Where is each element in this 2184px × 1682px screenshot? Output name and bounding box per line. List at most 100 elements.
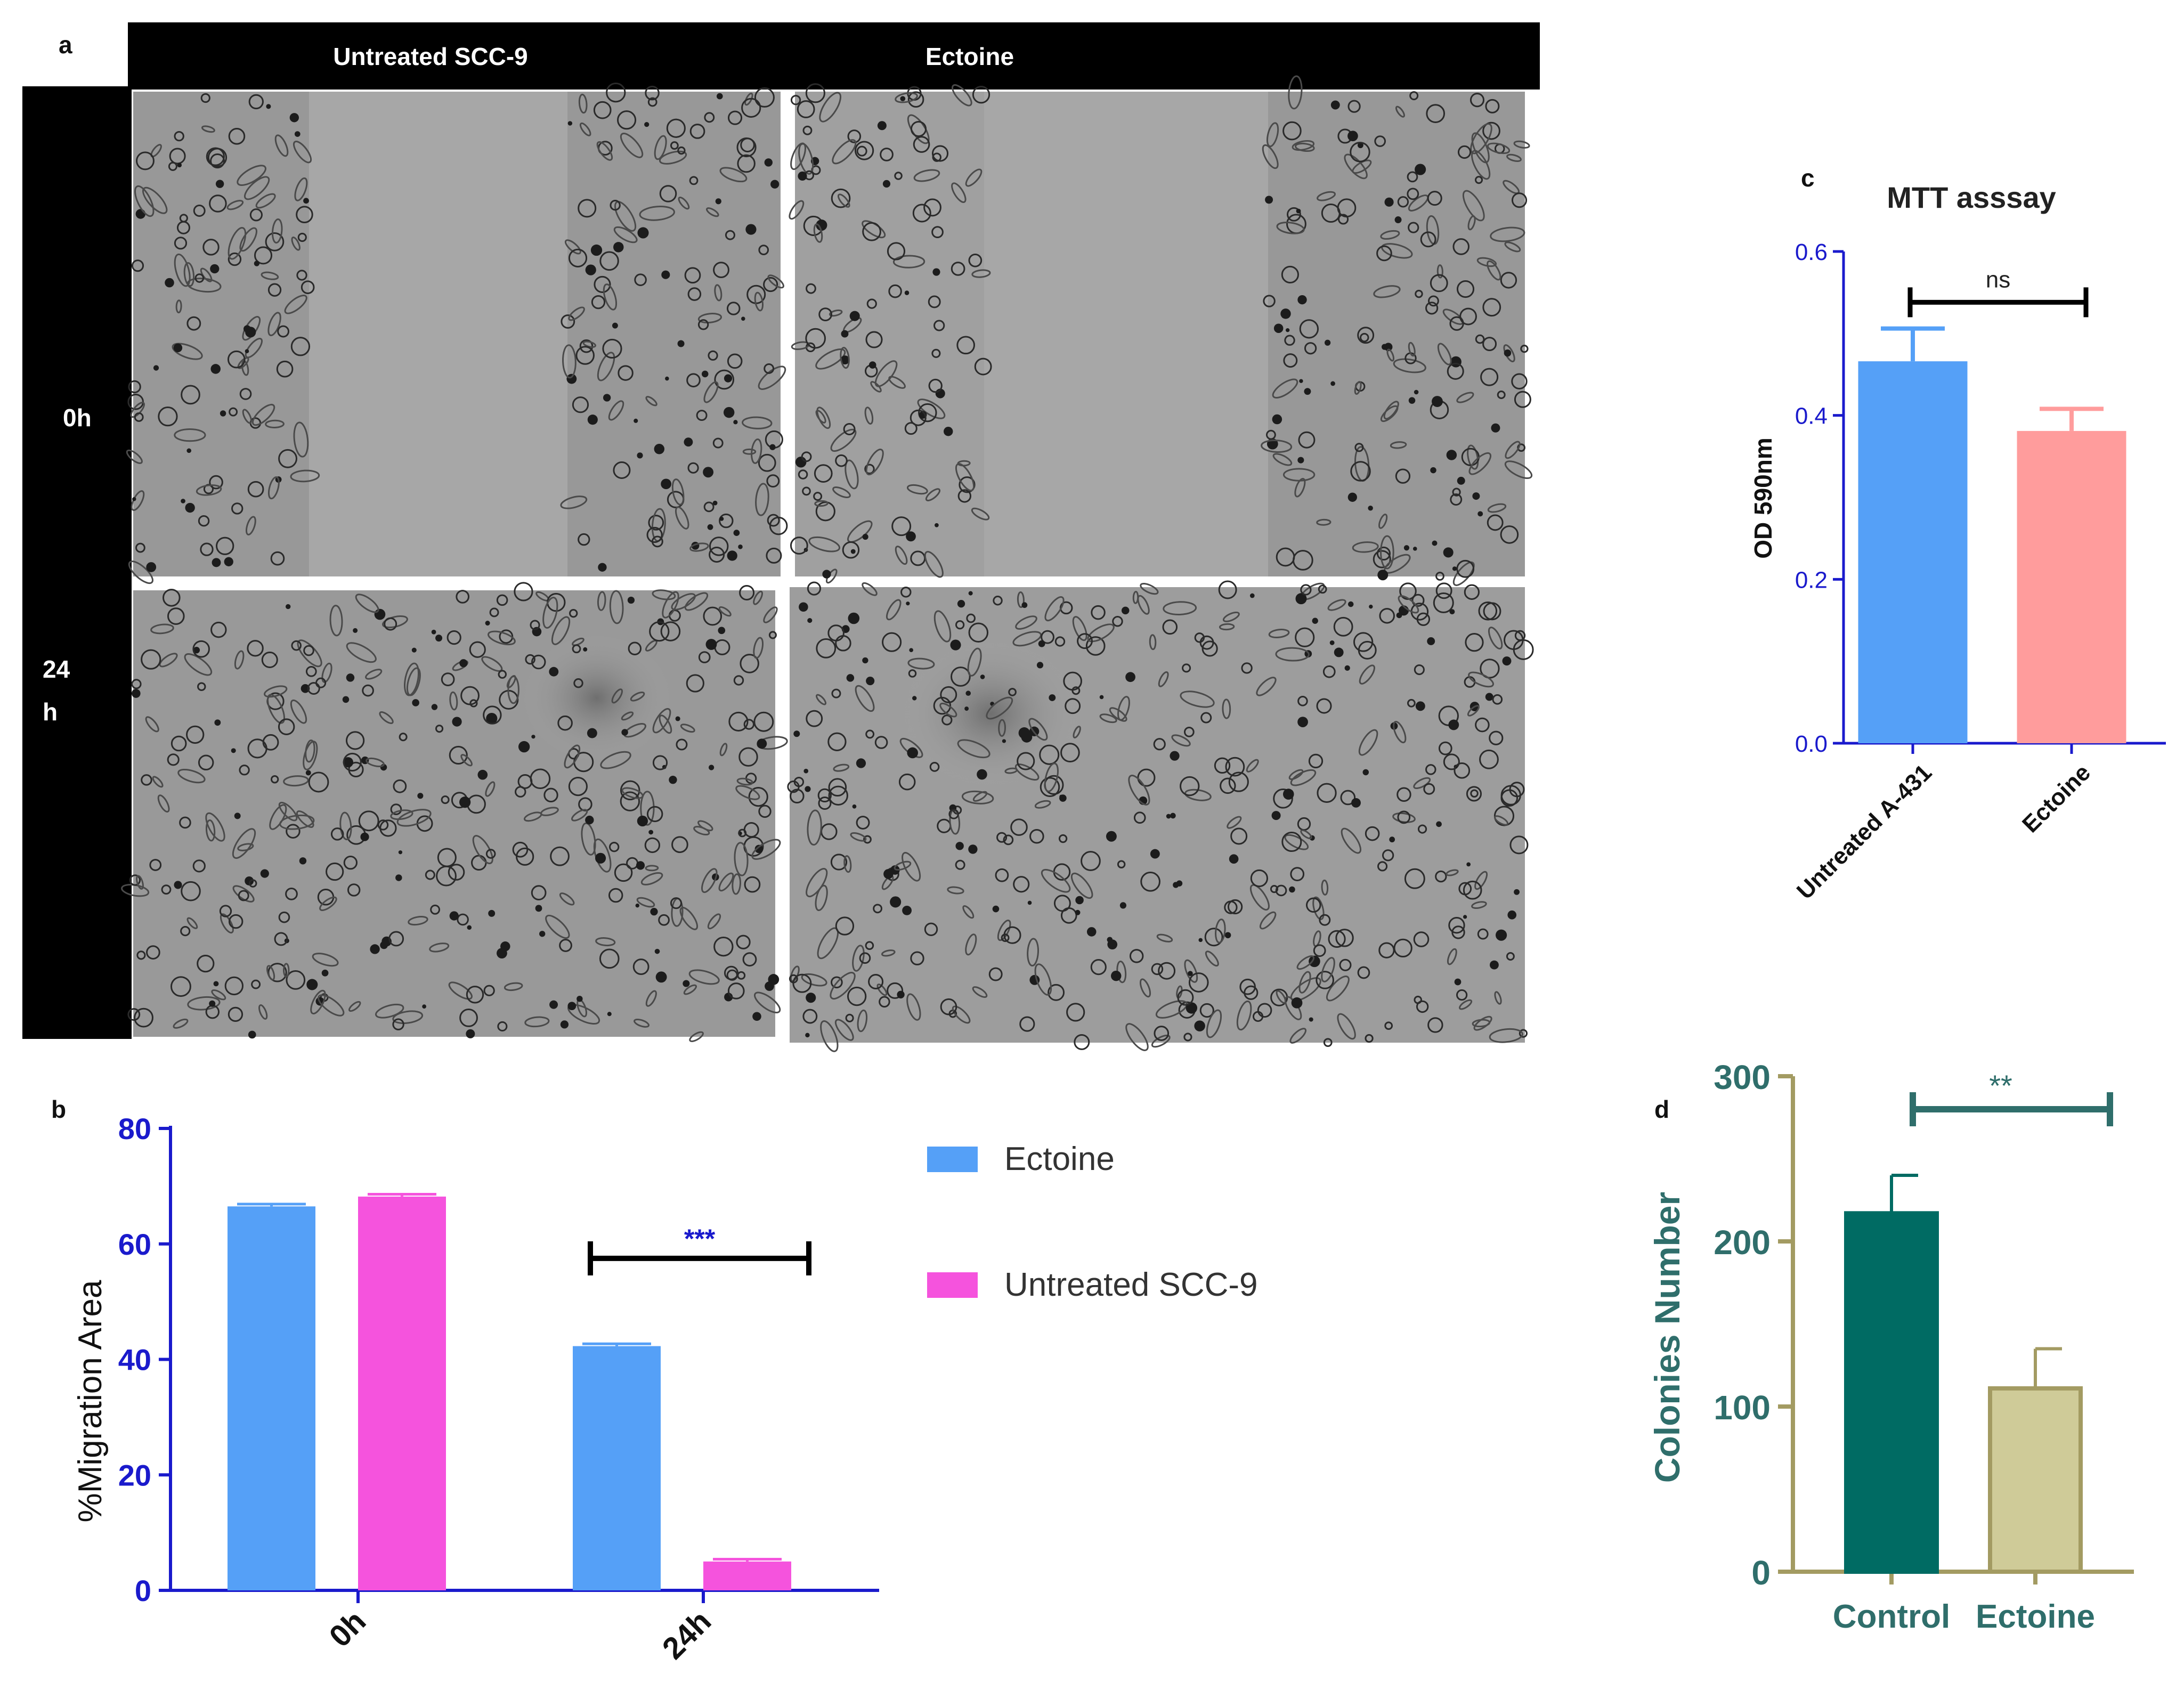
cell-outline [831,188,851,208]
cell-elongated [837,193,850,208]
cell-outline [1459,307,1477,326]
cell-outline [709,537,729,556]
cell-outline [923,198,941,217]
cell-nucleus [684,437,693,447]
cell-outline [1350,461,1371,482]
cell-outline [1218,580,1237,599]
cell-elongated [283,775,309,787]
micrograph-ectoine-24h [787,580,1534,1052]
cell-outline [1318,584,1327,594]
cell-nucleus [1436,821,1442,827]
cell-nucleus [1309,955,1320,968]
cell-outline [1140,871,1160,892]
cell-elongated [1471,132,1490,164]
cell-nucleus [549,1000,558,1009]
cell-elongated [1139,978,1151,998]
cell-elongated [159,653,178,668]
cell-outline [689,176,699,185]
cell-nucleus [1427,637,1435,645]
panel-c-ytick-label: 0.2 [1795,567,1828,593]
cell-elongated [134,185,155,217]
cell-elongated [1393,721,1407,744]
cell-nucleus [1224,932,1231,939]
cell-elongated [645,990,657,1007]
cell-elongated [603,283,618,311]
cell-outline [249,208,263,222]
cell-outline [684,267,701,284]
cell-outline [543,787,558,802]
cell-elongated [1087,623,1115,643]
cell-outline [743,719,755,730]
cell-elongated [815,348,846,370]
cell-outline [1379,608,1395,624]
panel-a: a Untreated SCC-9 Ectoine 0h 24 h [22,22,1540,1052]
cell-elongated [581,822,596,856]
cell-nucleus [848,612,860,624]
cell-outline [931,348,941,358]
cell-outline [790,95,801,105]
cell-outline [606,83,626,103]
cell-nucleus [1490,960,1499,970]
cell-elongated [857,1009,868,1033]
cell-elongated [865,449,884,476]
cell-outline [898,773,916,791]
cell-nucleus [1297,457,1304,464]
cell-texture [126,83,788,584]
cell-nucleus [411,647,417,653]
cell-nucleus [1271,811,1281,820]
cell-elongated [957,460,971,467]
cell-nucleus [1119,902,1127,909]
cell-elongated [177,768,206,784]
panel-a-letter: a [59,31,72,59]
cell-outline [1074,1034,1090,1050]
cell-texture [121,582,788,1042]
cell-outline [894,172,903,180]
cell-elongated [659,714,672,734]
cell-outline [1008,688,1017,696]
cell-outline [1456,280,1475,298]
cell-nucleus [1502,656,1512,666]
cell-nucleus [1150,849,1160,859]
cell-outline [179,214,188,223]
cell-nucleus [1443,547,1454,558]
cell-outline [198,515,210,527]
cell-elongated [815,410,826,424]
cell-elongated [1156,933,1173,942]
cell-elongated [392,1010,424,1025]
cell-nucleus [452,717,462,727]
cell-elongated [621,787,644,799]
cell-outline [1300,584,1312,596]
cell-nucleus [577,995,583,1002]
cell-outline [687,462,699,474]
cell-outline [1492,694,1503,705]
cell-outline [754,87,775,108]
cell-elongated [329,605,343,637]
cell-elongated [310,989,326,1014]
cell-outline [645,85,660,101]
cell-nucleus [260,869,269,878]
cell-elongated [707,913,721,930]
cell-elongated [267,694,286,724]
cell-outline [814,464,833,483]
cell-outline [613,461,631,479]
cell-elongated [1504,460,1533,480]
cell-elongated [1467,444,1479,470]
cell-elongated [245,516,256,535]
cell-outline [956,336,976,355]
cell-nucleus [286,604,291,610]
cell-nucleus [719,516,724,521]
cell-elongated [152,776,164,788]
cell-outline [865,941,874,950]
cell-nucleus [897,990,905,998]
cell-elongated [582,340,597,348]
panel-d-xtick-label: Control [1833,1598,1950,1635]
cell-outline [265,232,285,251]
cell-elongated [1272,453,1293,466]
cell-outline [862,222,881,241]
cell-elongated [226,200,244,210]
cell-outline [802,486,811,496]
cell-nucleus [1477,511,1483,517]
cell-outline [1519,1029,1528,1038]
cell-nucleus [1170,751,1180,761]
cell-outline [993,595,1003,606]
